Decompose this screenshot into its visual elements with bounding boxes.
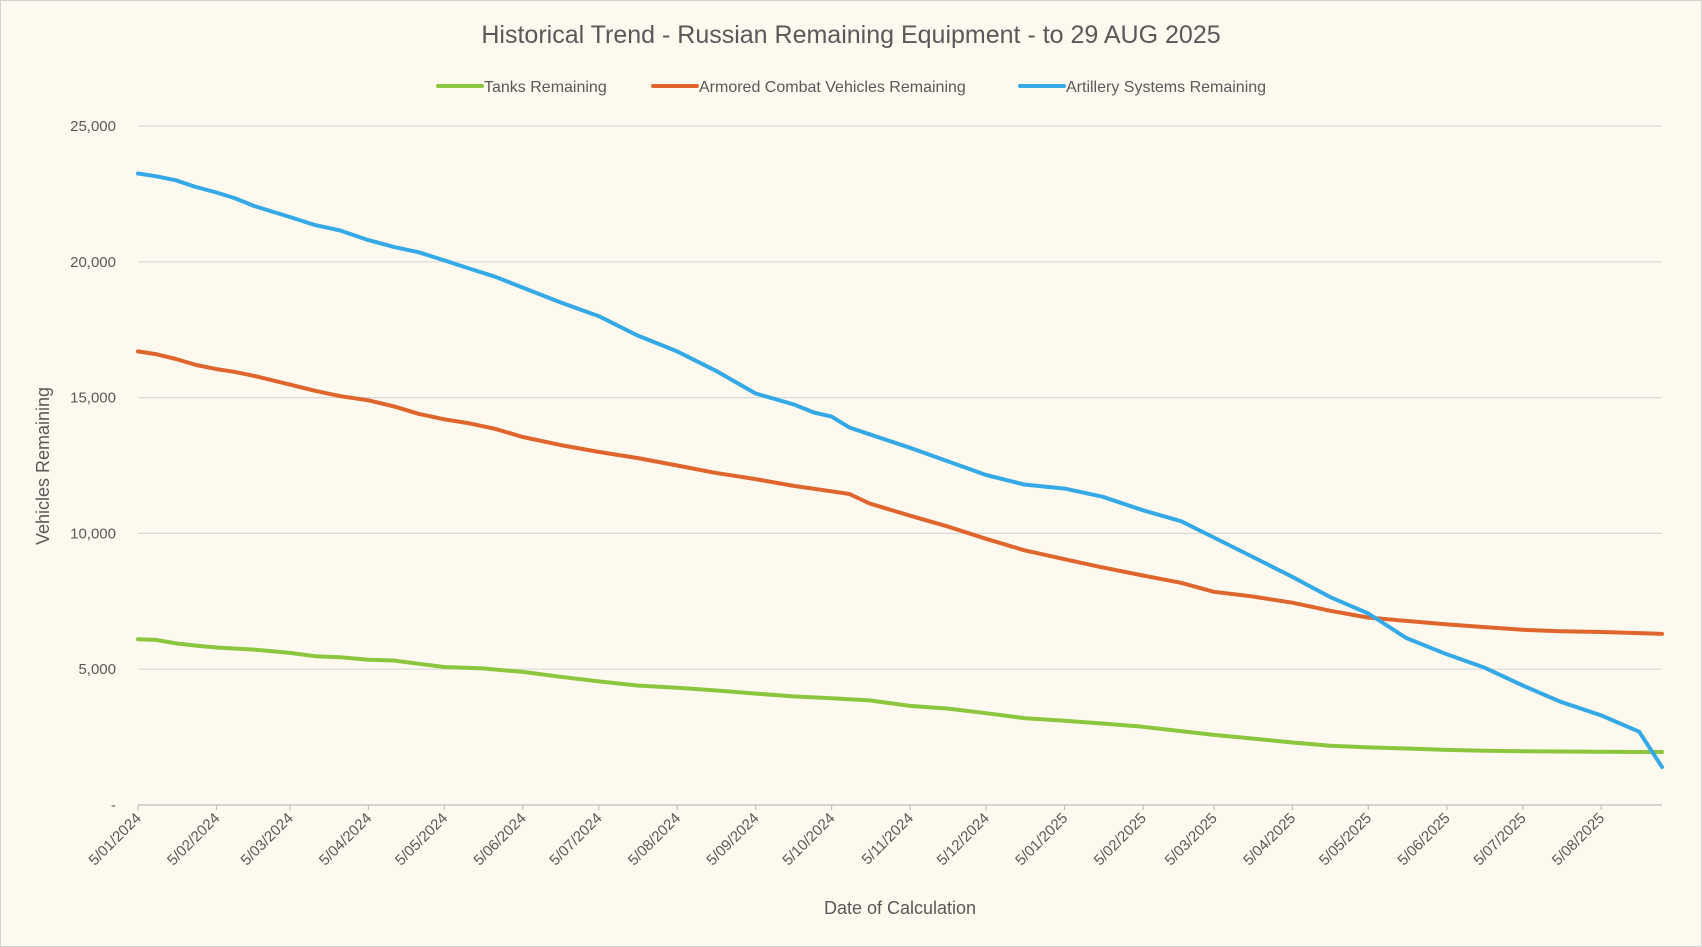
series-line-armored-combat-vehicles [136, 349, 1664, 636]
chart-title: Historical Trend - Russian Remaining Equ… [481, 21, 1220, 49]
x-tick-label: 5/06/2024 [470, 810, 529, 869]
x-tick-label: 5/03/2024 [238, 810, 297, 869]
x-tick-label: 5/07/2024 [546, 810, 605, 869]
y-tick-label: - [111, 797, 116, 814]
y-tick-label: 10,000 [70, 525, 116, 542]
series-lines [136, 171, 1664, 769]
x-axis-title: Date of Calculation [824, 898, 976, 918]
x-tick-label: 5/04/2024 [316, 810, 375, 869]
x-tick-label: 5/11/2024 [859, 810, 917, 868]
y-axis-title: Vehicles Remaining [33, 387, 53, 545]
x-tick-label: 5/02/2024 [164, 810, 223, 869]
x-tick-label: 5/01/2024 [86, 810, 145, 869]
x-axis-ticks: 5/01/2024 5/02/2024 5/03/2024 5/04/2024 5/05… [86, 805, 1608, 869]
series-line-tanks [136, 637, 1664, 754]
x-tick-label: 5/04/2025 [1240, 810, 1299, 869]
y-axis-ticks: - 5,000 10,000 15,000 20,000 25,000 [70, 118, 116, 814]
x-tick-label: 5/10/2024 [779, 810, 838, 869]
y-tick-label: 25,000 [70, 118, 116, 135]
x-tick-label: 5/08/2024 [625, 810, 684, 869]
y-tick-label: 15,000 [70, 390, 116, 407]
x-tick-label: 5/06/2025 [1394, 810, 1453, 869]
x-tick-label: 5/01/2025 [1012, 810, 1071, 869]
x-tick-label: 5/07/2025 [1470, 810, 1529, 869]
y-tick-label: 5,000 [78, 661, 116, 678]
x-tick-label: 5/05/2025 [1316, 810, 1375, 869]
legend-label: Tanks Remaining [484, 79, 607, 96]
gridlines [138, 125, 1662, 806]
series-line-artillery-systems [136, 171, 1664, 769]
legend-label: Artillery Systems Remaining [1066, 79, 1266, 96]
legend-label: Armored Combat Vehicles Remaining [699, 79, 966, 96]
x-tick-label: 5/03/2025 [1162, 810, 1221, 869]
y-tick-label: 20,000 [70, 254, 116, 271]
x-tick-label: 5/12/2024 [934, 810, 993, 869]
x-tick-label: 5/09/2024 [703, 810, 762, 869]
x-tick-label: 5/02/2025 [1091, 810, 1150, 869]
x-tick-label: 5/05/2024 [392, 810, 451, 869]
x-tick-label: 5/08/2025 [1549, 810, 1608, 869]
legend: Tanks Remaining Armored Combat Vehicles R… [436, 79, 1266, 96]
